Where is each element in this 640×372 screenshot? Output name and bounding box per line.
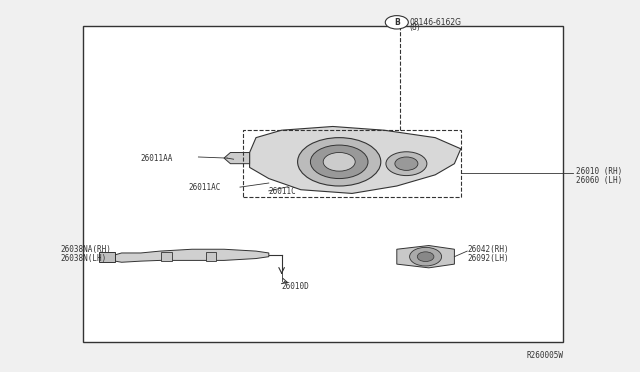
Circle shape (310, 145, 368, 179)
FancyBboxPatch shape (161, 252, 172, 261)
Text: 26038N(LH): 26038N(LH) (61, 254, 107, 263)
Text: 26011AA: 26011AA (140, 154, 173, 163)
Text: R260005W: R260005W (526, 351, 563, 360)
Circle shape (386, 152, 427, 176)
Text: 26060 (LH): 26060 (LH) (576, 176, 622, 185)
Text: 26038NA(RH): 26038NA(RH) (61, 245, 111, 254)
Polygon shape (112, 249, 269, 262)
FancyBboxPatch shape (99, 252, 115, 262)
Text: 26010 (RH): 26010 (RH) (576, 167, 622, 176)
Text: 26010D: 26010D (282, 282, 309, 291)
Text: 26011AC: 26011AC (188, 183, 221, 192)
Circle shape (298, 138, 381, 186)
Text: 26092(LH): 26092(LH) (467, 254, 509, 263)
Text: 08146-6162G: 08146-6162G (410, 18, 461, 27)
Polygon shape (397, 246, 454, 268)
Circle shape (410, 247, 442, 266)
Text: 26011C: 26011C (269, 187, 296, 196)
Text: B: B (394, 18, 399, 27)
Text: (8): (8) (410, 23, 420, 32)
Text: 26042(RH): 26042(RH) (467, 245, 509, 254)
Polygon shape (250, 126, 461, 193)
Circle shape (395, 157, 418, 170)
Polygon shape (224, 153, 250, 164)
Circle shape (323, 153, 355, 171)
FancyBboxPatch shape (206, 252, 216, 261)
Circle shape (385, 16, 408, 29)
Circle shape (417, 252, 434, 262)
FancyBboxPatch shape (83, 26, 563, 342)
